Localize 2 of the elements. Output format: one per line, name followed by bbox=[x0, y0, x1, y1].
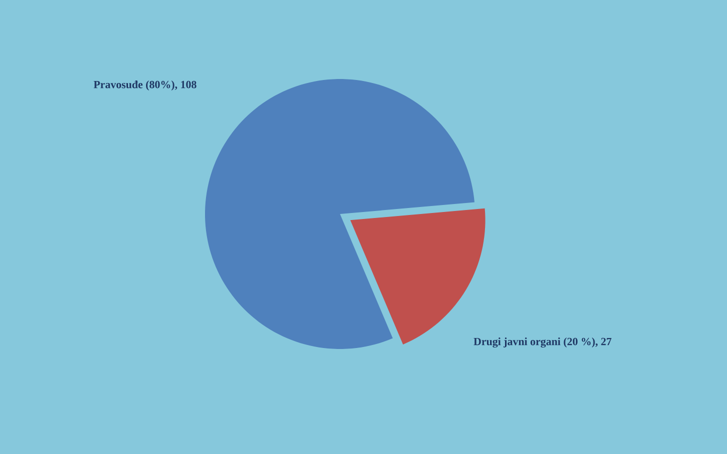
slice-label: Drugi javni organi (20 %), 27 bbox=[474, 338, 612, 348]
slice-label: Pravosuđe (80%), 108 bbox=[94, 80, 196, 90]
